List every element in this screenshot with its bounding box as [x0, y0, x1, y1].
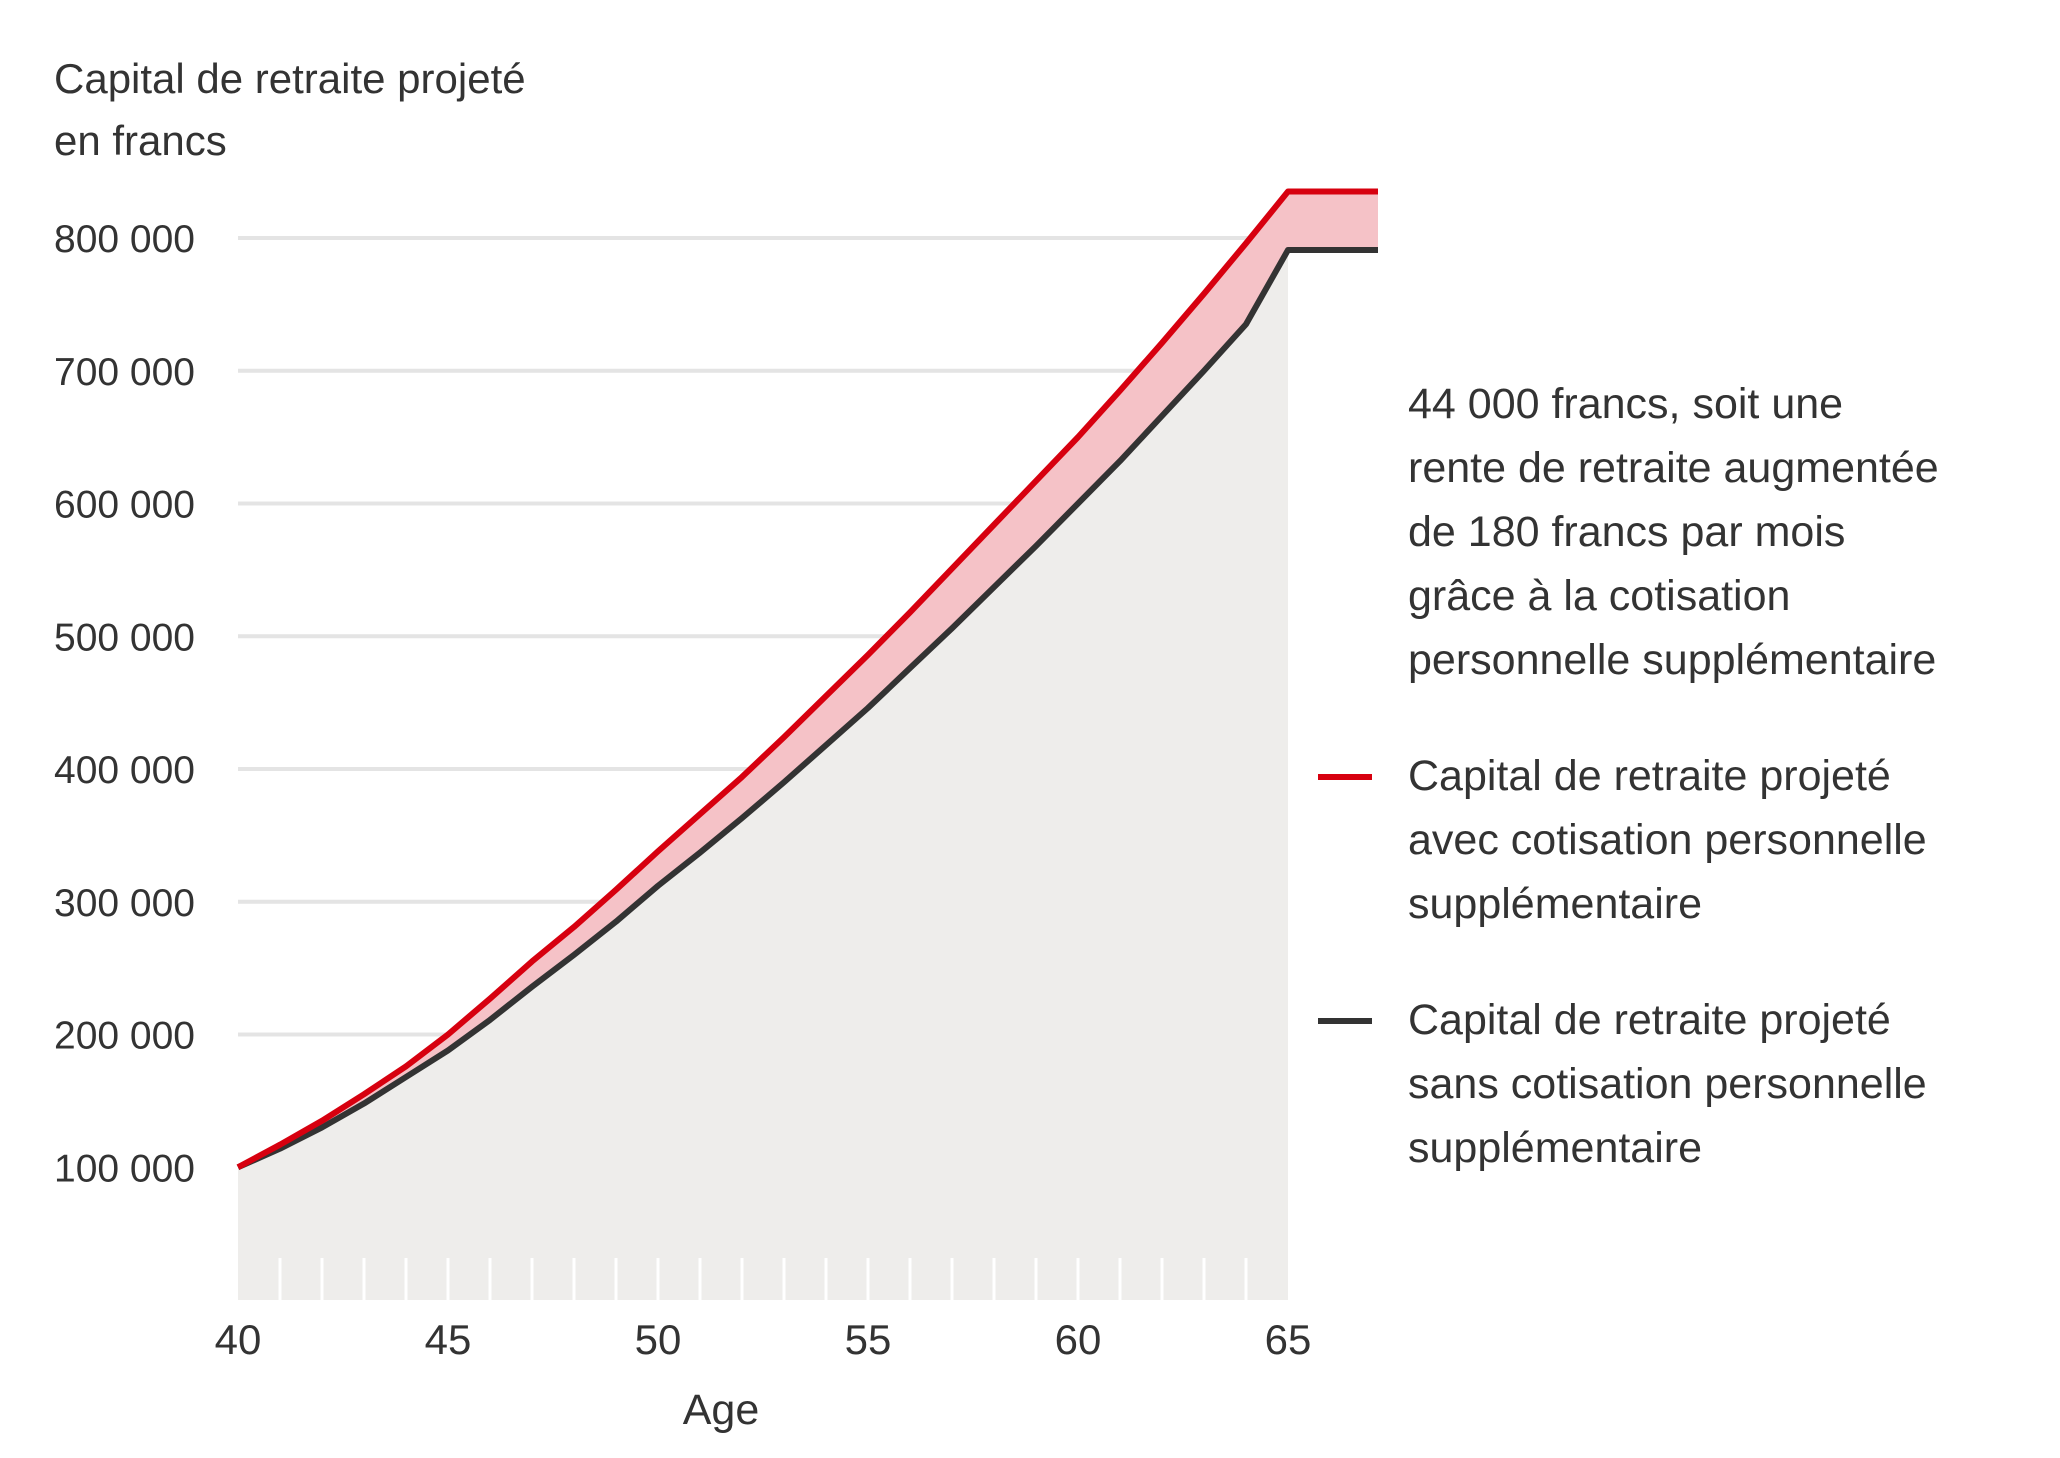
x-tick-label: 45 [425, 1316, 472, 1363]
x-tick-label: 60 [1055, 1316, 1102, 1363]
annotation-line-2: rente de retraite augmentée [1408, 444, 1939, 492]
y-tick-label: 200 000 [54, 1015, 195, 1058]
y-tick-label: 600 000 [54, 484, 195, 527]
series-line-with-contribution [236, 188, 1378, 1170]
area-under-base [238, 249, 1288, 1300]
y-axis-title-line-1: Capital de retraite projeté [54, 55, 526, 102]
annotation-line-5: personnelle supplémentaire [1408, 636, 1937, 684]
legend-label-line: avec cotisation personnelle [1408, 816, 1927, 864]
gap-annotation: 44 000 francs, soit une rente de retrait… [1408, 372, 2008, 692]
legend-label-line: supplémentaire [1408, 1124, 1703, 1172]
x-tick-label: 65 [1265, 1316, 1312, 1363]
legend-label-line: Capital de retraite projeté [1408, 996, 1891, 1044]
legend-swatch-red [1318, 774, 1372, 780]
tick-layer: 100 000 200 000 300 000 400 000 500 000 600 0… [54, 218, 1311, 1434]
legend-label-line: sans cotisation personnelle [1408, 1060, 1927, 1108]
legend-label-without-contribution: Capital de retraite projeté sans cotisat… [1408, 988, 2028, 1180]
y-tick-label: 500 000 [54, 616, 195, 659]
y-tick-label: 400 000 [54, 749, 195, 792]
series-line-without-contribution [236, 246, 1378, 1170]
y-axis-title-line-2: en francs [54, 117, 227, 164]
y-tick-label: 800 000 [54, 218, 195, 261]
y-tick-label: 700 000 [54, 351, 195, 394]
area-gap [238, 191, 1378, 1168]
y-tick-label: 300 000 [54, 882, 195, 925]
legend-label-with-contribution: Capital de retraite projeté avec cotisat… [1408, 744, 2028, 936]
legend-swatch-dark [1318, 1018, 1372, 1024]
y-tick-label: 100 000 [54, 1147, 195, 1190]
annotation-line-4: grâce à la cotisation [1408, 572, 1791, 620]
x-tick-label: 40 [215, 1316, 262, 1363]
annotation-line-3: de 180 francs par mois [1408, 508, 1846, 556]
line-layer [236, 188, 1378, 1170]
legend-label-line: Capital de retraite projeté [1408, 752, 1891, 800]
legend-label-line: supplémentaire [1408, 880, 1703, 928]
x-tick-label: 50 [635, 1316, 682, 1363]
x-axis-title: Age [683, 1386, 760, 1434]
annotation-line-1: 44 000 francs, soit une [1408, 380, 1844, 428]
x-tick-label: 55 [845, 1316, 892, 1363]
area-layer [238, 191, 1378, 1300]
